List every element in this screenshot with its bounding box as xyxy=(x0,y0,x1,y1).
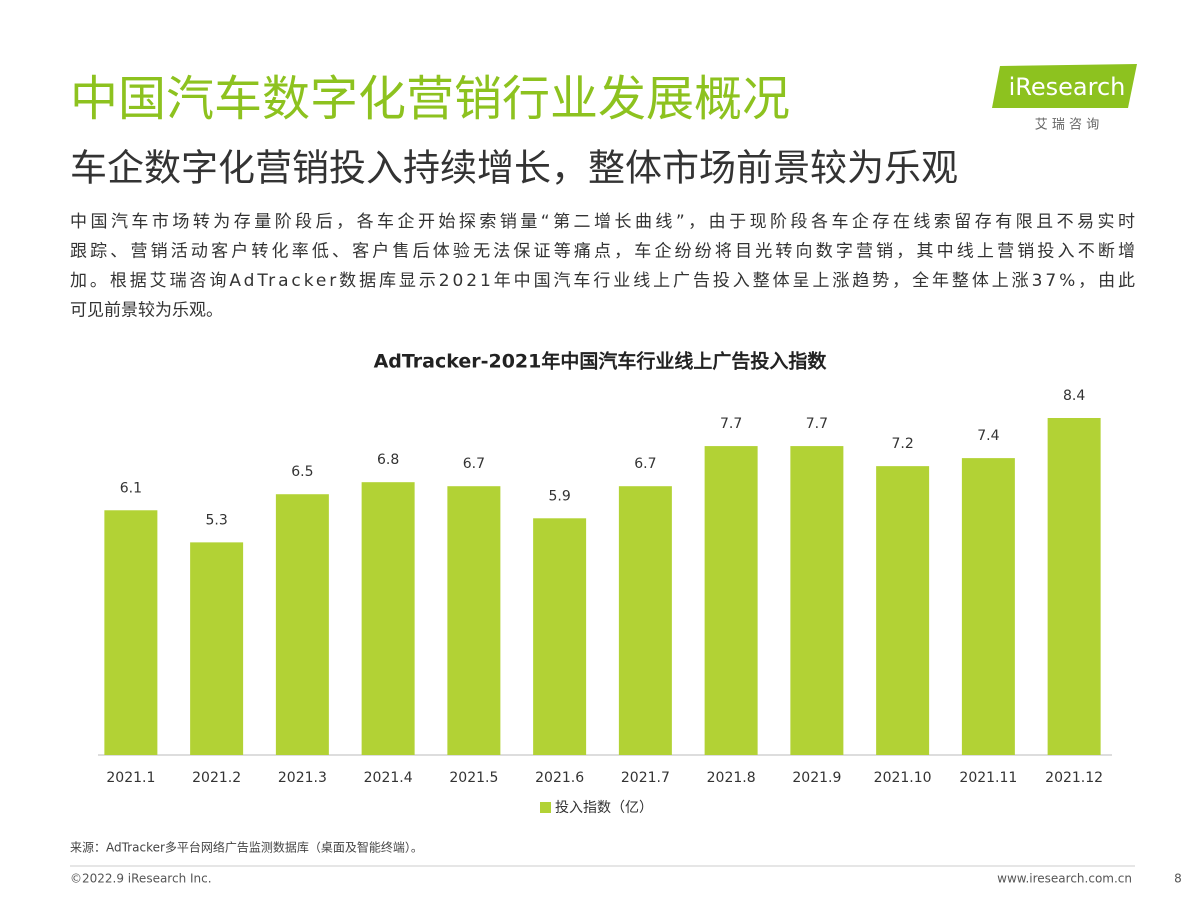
x-tick-label: 2021.10 xyxy=(874,770,932,786)
value-label: 7.7 xyxy=(720,416,742,432)
x-tick-label: 2021.5 xyxy=(449,770,498,786)
x-tick-label: 2021.9 xyxy=(792,770,841,786)
bar xyxy=(1047,418,1101,755)
copyright: ©2022.9 iResearch Inc. xyxy=(70,872,212,886)
value-label: 6.5 xyxy=(291,464,313,480)
site-url: www.iresearch.com.cn xyxy=(997,872,1132,886)
x-tick-label: 2021.7 xyxy=(621,770,670,786)
value-label: 8.4 xyxy=(1063,388,1085,404)
body-text: 中国汽车市场转为存量阶段后，各车企开始探索销量“第二增长曲线”，由于现阶段各车企… xyxy=(70,212,1135,232)
source-note: 来源：AdTracker多平台网络广告监测数据库（桌面及智能终端）。 xyxy=(70,840,423,855)
x-tick-label: 2021.2 xyxy=(192,770,241,786)
bar xyxy=(704,446,758,755)
bar xyxy=(190,542,244,755)
value-label: 6.7 xyxy=(634,456,656,472)
x-tick-label: 2021.8 xyxy=(707,770,756,786)
bar xyxy=(104,510,158,755)
value-label: 5.9 xyxy=(548,488,570,504)
value-label: 7.2 xyxy=(891,436,913,452)
logo-tagline: 艾 瑞 咨 询 xyxy=(1035,118,1099,133)
x-tick-label: 2021.6 xyxy=(535,770,584,786)
x-tick-label: 2021.12 xyxy=(1045,770,1103,786)
value-label: 7.4 xyxy=(977,428,999,444)
logo-badge xyxy=(992,64,1137,108)
body-text: 加。根据艾瑞咨询AdTracker数据库显示2021年中国汽车行业线上广告投入整… xyxy=(70,271,1135,291)
body-text: 跟踪、营销活动客户转化率低、客户售后体验无法保证等痛点，车企纷纷将目光转向数字营… xyxy=(70,242,1135,262)
chart-title: AdTracker-2021年中国汽车行业线上广告投入指数 xyxy=(374,350,828,373)
body-text: 可见前景较为乐观。 xyxy=(70,301,223,321)
bar xyxy=(533,518,587,755)
bar xyxy=(876,466,930,755)
value-label: 6.7 xyxy=(463,456,485,472)
bar xyxy=(618,486,672,755)
slide-subtitle: 车企数字化营销投入持续增长，整体市场前景较为乐观 xyxy=(70,147,958,190)
x-tick-label: 2021.3 xyxy=(278,770,327,786)
x-tick-label: 2021.1 xyxy=(106,770,155,786)
bar xyxy=(961,458,1015,755)
value-label: 6.1 xyxy=(120,480,142,496)
logo-name: iResearch xyxy=(1009,73,1126,101)
page-number: 8 xyxy=(1174,872,1182,886)
value-label: 5.3 xyxy=(205,512,227,528)
bar xyxy=(361,482,415,755)
bar xyxy=(790,446,844,755)
value-label: 7.7 xyxy=(806,416,828,432)
value-label: 6.8 xyxy=(377,452,399,468)
slide-title: 中国汽车数字化营销行业发展概况 xyxy=(70,71,790,127)
legend-swatch xyxy=(540,802,551,813)
x-tick-label: 2021.11 xyxy=(959,770,1017,786)
legend-label: 投入指数（亿） xyxy=(555,800,653,816)
x-tick-label: 2021.4 xyxy=(364,770,413,786)
bar xyxy=(447,486,501,755)
bar xyxy=(275,494,329,755)
